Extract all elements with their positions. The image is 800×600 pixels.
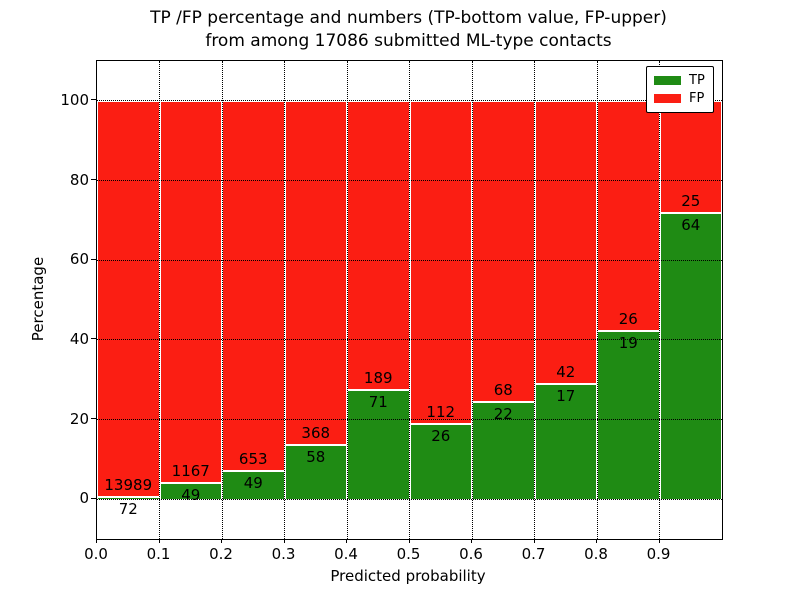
- plot-area: 13989 72 1167 49 653 49 368 58 189 71 112 26 68 22 42 1…: [96, 60, 723, 540]
- bar-segment-tp: [472, 401, 535, 500]
- bar-count-label-fp: 68: [493, 380, 513, 399]
- y-tick-label: 100: [60, 90, 89, 109]
- bar-count-label-tp: 26: [431, 427, 451, 446]
- x-tick-mark: [533, 539, 535, 543]
- bar-count-label-tp: 72: [118, 500, 138, 519]
- bar-count-label-fp: 13989: [104, 476, 153, 495]
- x-tick-mark: [346, 539, 347, 543]
- bar-segment-tp: [409, 424, 472, 500]
- x-tick-label: 0.4: [334, 545, 358, 563]
- x-tick-mark: [221, 539, 222, 543]
- y-tick-label: 20: [69, 409, 89, 428]
- x-tick-label: 0.7: [521, 545, 546, 563]
- x-tick-mark: [471, 539, 472, 543]
- x-tick-label: 0.9: [646, 545, 671, 563]
- x-tick-mark: [283, 539, 285, 543]
- vertical-gridline: [284, 61, 285, 539]
- bar-segment-tp: [659, 212, 722, 500]
- bar-count-label-fp: 368: [301, 423, 331, 442]
- bar-count-label-tp: 64: [681, 215, 701, 234]
- bar-count-label-fp: 1167: [171, 462, 210, 481]
- legend-entry-fp: FP: [654, 91, 706, 106]
- legend-entry-tp: TP: [654, 73, 706, 88]
- y-tick-mark: [91, 179, 96, 180]
- vertical-gridline: [471, 61, 473, 539]
- chart-title: TP /FP percentage and numbers (TP-bottom…: [96, 7, 721, 53]
- x-tick-label: 0.8: [584, 545, 608, 563]
- vertical-gridline: [159, 61, 160, 539]
- tp-color-swatch: [654, 75, 681, 85]
- bar-segment-tp: [284, 444, 347, 500]
- bar-count-label-fp: 25: [681, 191, 701, 210]
- bar-segment-fp: [284, 100, 347, 445]
- bar-count-label-fp: 653: [238, 450, 268, 469]
- x-tick-label: 0.1: [146, 545, 171, 563]
- y-tick-mark: [91, 99, 96, 101]
- y-axis-label: Percentage: [29, 256, 47, 342]
- x-tick-mark: [408, 539, 410, 543]
- bar-segment-fp: [97, 100, 160, 498]
- bar-count-label-tp: 22: [493, 404, 513, 423]
- vertical-gridline: [221, 61, 223, 539]
- x-tick-mark: [158, 539, 160, 543]
- y-tick-mark: [91, 418, 96, 419]
- y-tick-mark: [91, 258, 96, 260]
- bar-segment-tp: [347, 390, 410, 500]
- bar-count-label-tp: 49: [243, 474, 263, 493]
- y-tick-label: 40: [69, 329, 89, 348]
- bar-segment-fp: [159, 100, 222, 484]
- vertical-gridline: [534, 61, 535, 539]
- x-tick-mark: [658, 539, 660, 543]
- x-axis-label: Predicted probability: [330, 567, 486, 585]
- vertical-gridline: [659, 61, 660, 539]
- vertical-gridline: [346, 61, 348, 539]
- bar-count-label-tp: 17: [556, 387, 576, 406]
- y-tick-label: 60: [69, 250, 89, 269]
- bar-segment-fp: [472, 100, 535, 402]
- bar-count-label-tp: 19: [618, 333, 638, 352]
- bar-segment-fp: [222, 100, 285, 472]
- bar-segment-tp: [222, 471, 285, 500]
- vertical-gridline: [596, 61, 598, 539]
- x-tick-label: 0.3: [271, 545, 296, 563]
- x-tick-label: 0.5: [396, 545, 421, 563]
- bar-count-label-fp: 189: [363, 369, 393, 388]
- fp-color-swatch: [654, 94, 681, 104]
- x-tick-mark: [96, 539, 97, 543]
- bar-segment-fp: [659, 100, 722, 213]
- bar-count-label-fp: 112: [426, 403, 456, 422]
- legend-label-tp: TP: [689, 72, 705, 88]
- bar-segment-fp: [534, 100, 597, 385]
- x-tick-label: 0.6: [459, 545, 483, 563]
- legend: TP FP: [646, 66, 714, 113]
- y-tick-mark: [91, 338, 96, 340]
- bar-count-label-tp: 71: [368, 393, 388, 412]
- y-tick-label: 0: [79, 489, 89, 508]
- bar-segment-fp: [597, 100, 660, 331]
- legend-label-fp: FP: [689, 91, 705, 107]
- chart-title-line1: TP /FP percentage and numbers (TP-bottom…: [150, 8, 667, 28]
- x-tick-mark: [596, 539, 597, 543]
- x-tick-label: 0.2: [209, 545, 233, 563]
- bar-segment-tp: [597, 330, 660, 500]
- bar-count-label-fp: 42: [556, 363, 576, 382]
- y-tick-mark: [91, 497, 96, 499]
- y-tick-label: 80: [69, 170, 89, 189]
- bar-count-label-tp: 58: [306, 447, 326, 466]
- vertical-gridline: [409, 61, 410, 539]
- bar-segment-tp: [534, 384, 597, 500]
- bar-segment-fp: [347, 100, 410, 391]
- bar-count-label-fp: 26: [618, 309, 638, 328]
- chart-title-line2: from among 17086 submitted ML-type conta…: [205, 31, 612, 51]
- bar-count-label-tp: 49: [181, 486, 201, 505]
- x-tick-label: 0.0: [84, 545, 108, 563]
- bar-segment-fp: [409, 100, 472, 425]
